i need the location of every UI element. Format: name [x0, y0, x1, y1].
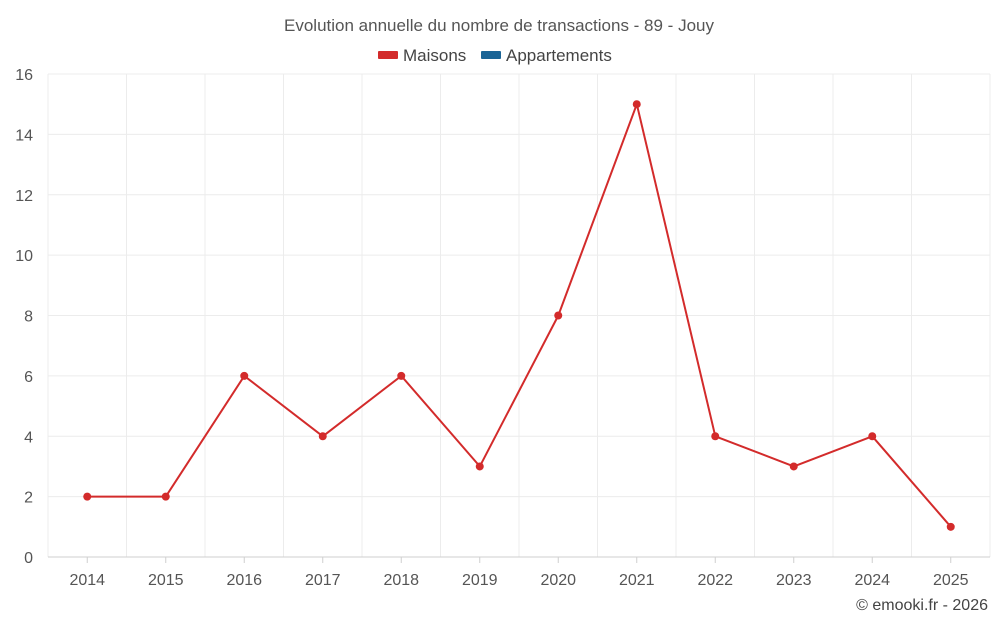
y-tick-label-6: 6 — [24, 369, 33, 386]
y-tick-label-12: 12 — [15, 188, 33, 205]
y-axis-ticks: 0 2 4 6 8 10 12 14 16 — [15, 67, 33, 567]
series-maisons — [83, 100, 955, 531]
x-tick-label-2017: 2017 — [305, 572, 341, 589]
y-tick-label-10: 10 — [15, 248, 33, 265]
series-line-maisons — [87, 103, 952, 528]
data-point-maisons-2019[interactable] — [475, 462, 484, 471]
x-tick-label-2024: 2024 — [854, 572, 890, 589]
x-tick-label-2023: 2023 — [776, 572, 812, 589]
data-point-maisons-2017[interactable] — [318, 432, 327, 441]
x-tick-label-2015: 2015 — [148, 572, 184, 589]
data-point-maisons-2014[interactable] — [83, 492, 92, 501]
data-point-maisons-2016[interactable] — [240, 371, 249, 380]
legend-swatch-appartements — [481, 51, 501, 59]
data-point-maisons-2018[interactable] — [397, 371, 406, 380]
y-tick-label-16: 16 — [15, 67, 33, 84]
y-tick-label-14: 14 — [15, 127, 33, 144]
x-tick-label-2020: 2020 — [540, 572, 576, 589]
y-tick-label-8: 8 — [24, 309, 33, 326]
legend-item-maisons[interactable]: Maisons — [378, 46, 466, 65]
data-point-maisons-2024[interactable] — [868, 432, 877, 441]
x-tick-label-2016: 2016 — [226, 572, 262, 589]
legend: Maisons Appartements — [378, 46, 612, 65]
data-point-maisons-2025[interactable] — [946, 522, 955, 531]
data-point-maisons-2022[interactable] — [711, 432, 720, 441]
credit-text: © emooki.fr - 2026 — [856, 597, 988, 614]
data-point-maisons-2015[interactable] — [161, 492, 170, 501]
y-tick-label-4: 4 — [24, 429, 33, 446]
y-tick-label-2: 2 — [24, 490, 33, 507]
data-point-maisons-2020[interactable] — [554, 311, 563, 320]
x-tick-label-2019: 2019 — [462, 572, 498, 589]
legend-label-appartements: Appartements — [506, 46, 612, 65]
x-tick-label-2022: 2022 — [697, 572, 733, 589]
legend-item-appartements[interactable]: Appartements — [481, 46, 612, 65]
x-axis-ticks: 2014 2015 2016 2017 2018 2019 2020 2021 2022 2023… — [69, 557, 969, 589]
data-point-maisons-2021[interactable] — [632, 100, 641, 109]
y-tick-label-0: 0 — [24, 550, 33, 567]
data-point-maisons-2023[interactable] — [789, 462, 798, 471]
chart-title: Evolution annuelle du nombre de transact… — [284, 16, 714, 35]
x-tick-label-2021: 2021 — [619, 572, 655, 589]
x-tick-label-2025: 2025 — [933, 572, 969, 589]
x-tick-label-2018: 2018 — [383, 572, 419, 589]
legend-swatch-maisons — [378, 51, 398, 59]
x-tick-label-2014: 2014 — [69, 572, 105, 589]
grid — [47, 73, 991, 557]
legend-label-maisons: Maisons — [403, 46, 466, 65]
